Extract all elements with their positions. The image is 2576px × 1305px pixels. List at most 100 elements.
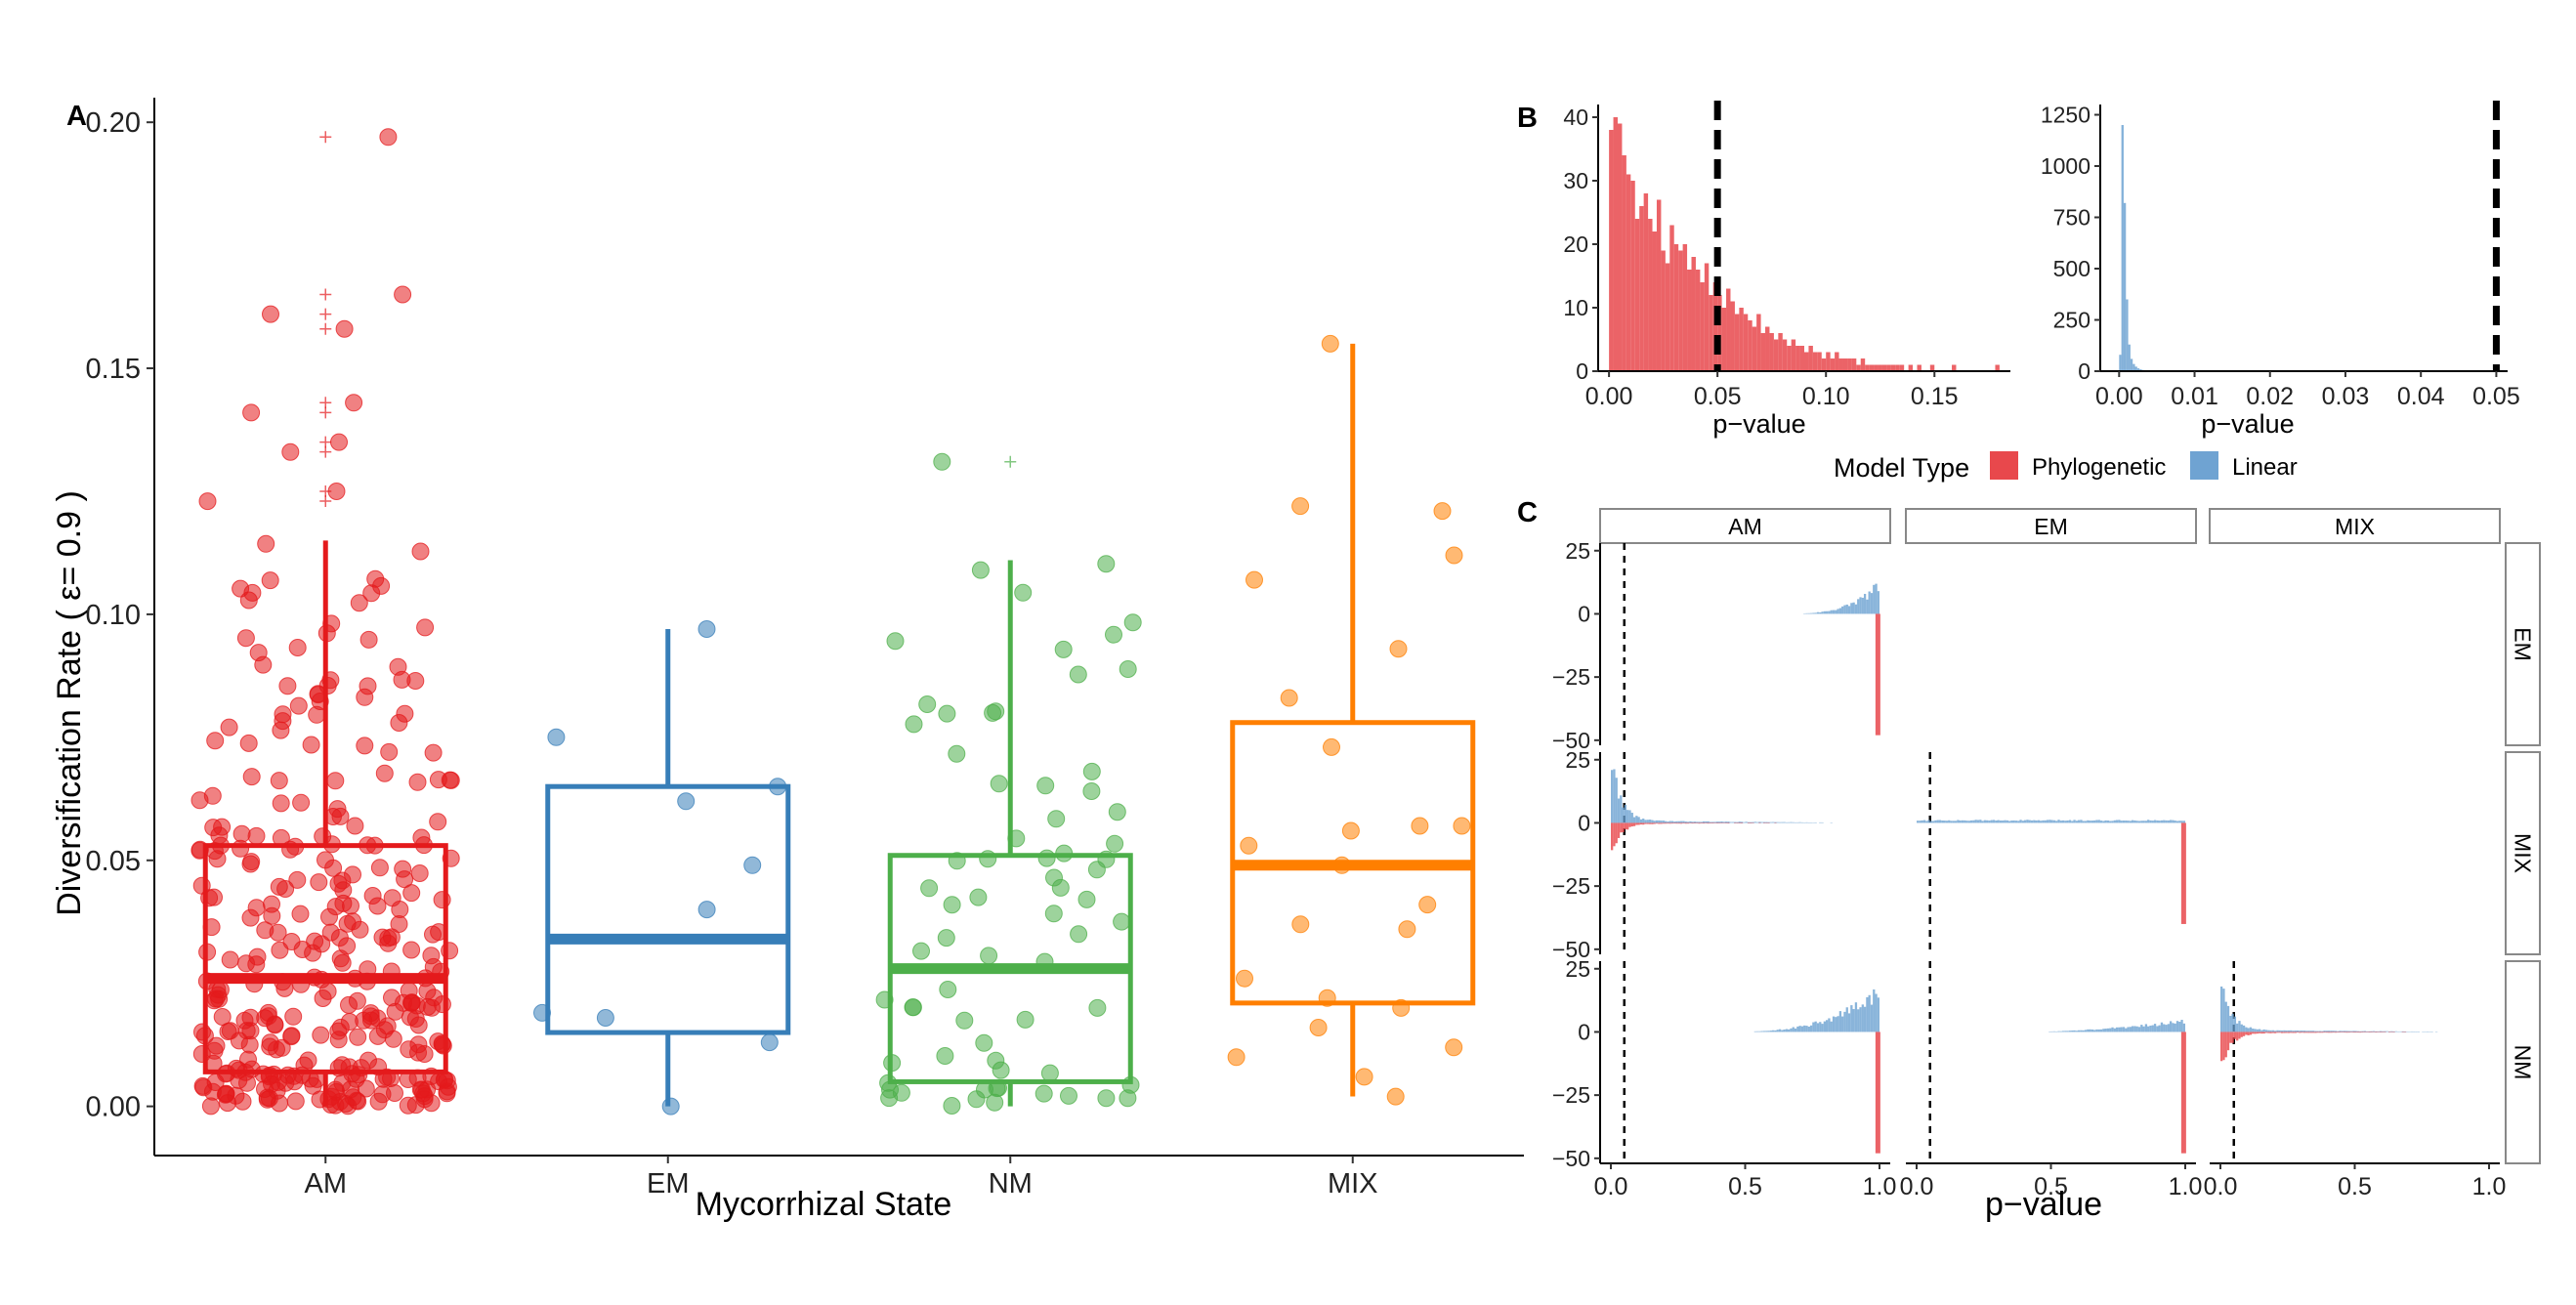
histogram-bar (1865, 364, 1870, 371)
linear-bar (1660, 821, 1663, 823)
linear-bar (2290, 1030, 2293, 1032)
outlier-am (319, 131, 332, 144)
linear-bar (1838, 608, 1842, 614)
jitter-point-am (345, 394, 363, 412)
linear-bar (2042, 820, 2045, 823)
linear-bar (1781, 1030, 1784, 1032)
jitter-point-am (304, 944, 322, 962)
histogram-bar (2126, 299, 2129, 371)
linear-bar (1997, 820, 2000, 823)
linear-bar (1868, 591, 1871, 614)
linear-bar (2125, 821, 2128, 823)
jitter-point-am (220, 718, 238, 737)
linear-bar (2160, 1022, 2164, 1032)
linear-bar (2090, 821, 2094, 823)
phylogenetic-bar (1635, 822, 1638, 825)
jitter-point-nm (1108, 803, 1126, 821)
histogram-bar (1726, 288, 1731, 371)
histogram-bar (1826, 352, 1831, 371)
phylogenetic-bar (2236, 1031, 2239, 1041)
linear-bar (2028, 820, 2031, 823)
linear-bar (1873, 584, 1876, 614)
linear-bar (1877, 591, 1879, 614)
outlier-am (319, 322, 332, 335)
linear-bar (1992, 820, 1996, 823)
linear-bar (2133, 1026, 2136, 1032)
jitter-point-am (330, 433, 348, 451)
histogram-bar (2123, 202, 2127, 371)
linear-bar (1622, 807, 1625, 823)
column-x-axis-mix: 0.0 0.5 1.0 (2204, 1162, 2506, 1200)
linear-bar (2061, 820, 2065, 823)
phylogenetic-bar (2229, 1031, 2232, 1043)
linear-bar (1995, 821, 1998, 823)
linear-bar (1830, 1021, 1833, 1032)
column-strip-label: EM (2034, 514, 2068, 539)
phylogenetic-bar (2274, 1031, 2277, 1033)
linear-bar (2120, 1027, 2123, 1032)
linear-bar (1713, 821, 1716, 823)
jitter-point-am (286, 1092, 305, 1111)
linear-bar (1753, 1031, 1756, 1032)
column-strip-label: AM (1728, 514, 1762, 539)
histogram-bar (1881, 364, 1887, 371)
linear-bar (2033, 820, 2036, 823)
linear-bar (2012, 820, 2015, 823)
linear-bar (1819, 1022, 1822, 1032)
linear-bar (1772, 1030, 1775, 1032)
linear-bar (1954, 821, 1958, 823)
linear-bar (2019, 820, 2022, 823)
linear-bar (2260, 1030, 2263, 1032)
phylogenetic-bar (2328, 1031, 2331, 1033)
linear-bar (2267, 1030, 2270, 1032)
jitter-point-nm (1105, 625, 1122, 644)
jitter-point-nm (1060, 1086, 1077, 1105)
phylogenetic-bar (1709, 822, 1712, 823)
phylogenetic-bar (1738, 822, 1741, 823)
linear-bar (2151, 821, 2154, 823)
jitter-point-am (326, 772, 345, 790)
phylogenetic-bar (2283, 1031, 2286, 1033)
linear-bar (1821, 821, 1824, 823)
linear-bar (2271, 1030, 2274, 1032)
facet-cell-mix-em (1917, 752, 2186, 954)
linear-bar (2182, 821, 2185, 823)
jitter-point-mix (1236, 969, 1253, 988)
jitter-point-am (375, 764, 394, 782)
y-tick-label: 0 (2078, 358, 2090, 384)
jitter-point-mix (1291, 915, 1310, 934)
linear-bar (2160, 820, 2164, 823)
y-tick-label: 30 (1563, 168, 1588, 193)
phylogenetic-bar (1702, 822, 1706, 824)
linear-bar (1961, 820, 1964, 823)
histogram-bar (1634, 219, 1640, 371)
linear-bar (1875, 993, 1878, 1032)
linear-bar (2163, 1024, 2166, 1032)
phylogenetic-bar (1644, 822, 1647, 824)
linear-bar (2283, 1030, 2286, 1032)
histogram-bar (1878, 364, 1882, 371)
histogram-bar (1656, 199, 1662, 371)
linear-bar (1854, 1002, 1858, 1032)
linear-bar (1805, 1026, 1808, 1032)
x-tick-label: 0.5 (2034, 1173, 2068, 1200)
linear-bar (2129, 821, 2132, 823)
histogram-bar (1643, 193, 1649, 371)
jitter-point-mix (1240, 836, 1258, 855)
linear-bar (2361, 1031, 2364, 1032)
linear-bar (2167, 1024, 2170, 1032)
jitter-point-am (411, 1080, 430, 1099)
histogram-bar (1609, 130, 1614, 371)
phylogenetic-bar (2220, 1031, 2223, 1062)
linear-bar (2004, 820, 2006, 823)
jitter-point-am (236, 629, 255, 648)
histogram-bar (1835, 352, 1839, 371)
linear-bar (2002, 821, 2005, 823)
linear-bar (1613, 769, 1616, 823)
linear-bar (1934, 820, 1937, 823)
linear-bar (1794, 1028, 1797, 1032)
linear-bar (1722, 821, 1725, 823)
jitter-point-mix (1445, 546, 1463, 565)
jitter-point-nm (892, 1083, 910, 1102)
